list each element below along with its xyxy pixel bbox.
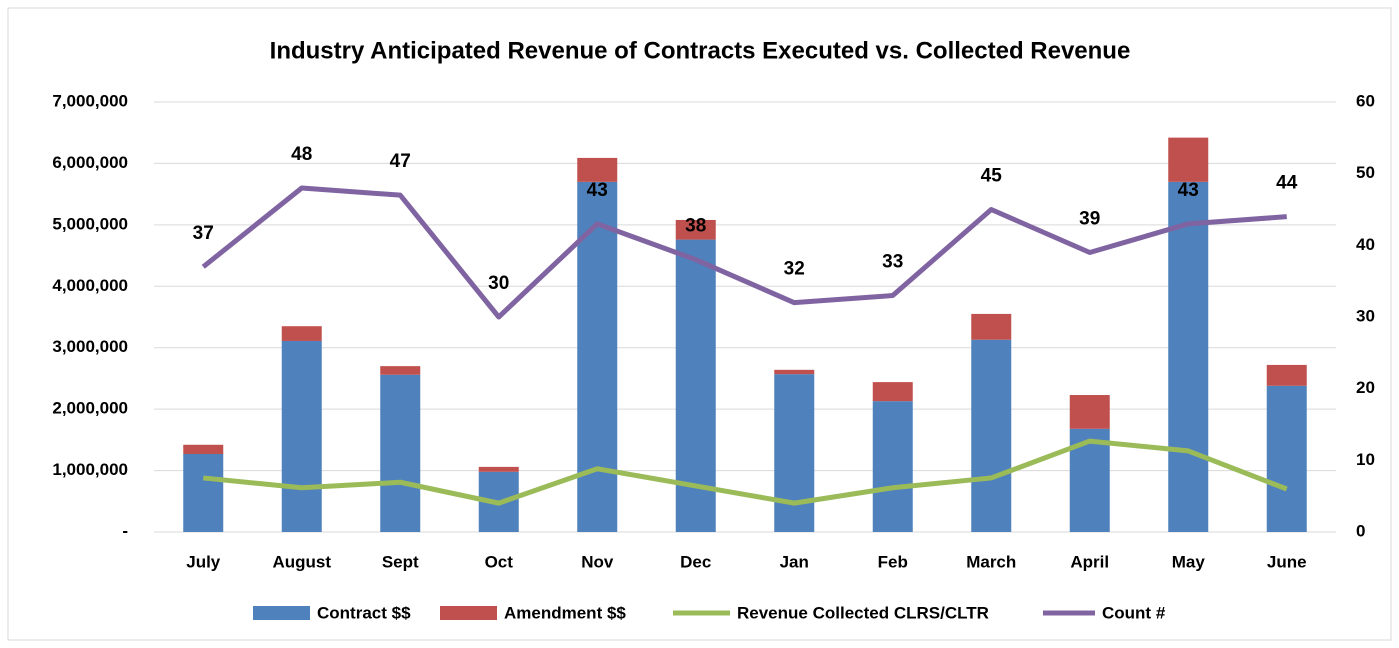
x-tick-label: Sept	[382, 552, 419, 571]
data-label: 37	[193, 223, 214, 244]
data-label: 32	[784, 259, 805, 280]
bar	[675, 219, 716, 240]
bar	[774, 374, 815, 532]
data-label: 45	[981, 166, 1003, 187]
legend-label: Count #	[1102, 603, 1166, 622]
bar	[577, 157, 618, 182]
legend-swatch	[440, 606, 497, 620]
x-tick-label: Dec	[680, 552, 711, 571]
x-tick-label: Jan	[780, 552, 809, 571]
x-tick-label: Feb	[878, 552, 908, 571]
legend-label: Contract $$	[317, 603, 411, 622]
bar	[183, 444, 224, 454]
y-tick-label: -	[122, 521, 128, 540]
data-label: 38	[685, 216, 706, 237]
bar	[281, 340, 322, 532]
x-tick-label: August	[272, 552, 331, 571]
bar	[183, 453, 224, 532]
bar	[1168, 137, 1209, 182]
line	[203, 438, 1288, 506]
y2-tick-label: 40	[1356, 235, 1375, 254]
bar	[872, 382, 913, 402]
data-label: 33	[882, 252, 903, 273]
legend-label: Amendment $$	[504, 603, 626, 622]
y2-tick-label: 10	[1356, 450, 1375, 469]
y2-tick-label: 60	[1356, 91, 1375, 110]
bar	[1168, 181, 1209, 532]
data-label: 48	[291, 144, 312, 165]
bar	[1069, 395, 1110, 429]
bar	[281, 326, 322, 341]
data-label: 47	[390, 151, 411, 172]
legend-label: Revenue Collected CLRS/CLTR	[737, 603, 989, 622]
y-tick-label: 6,000,000	[52, 153, 128, 172]
x-tick-label: March	[966, 552, 1016, 571]
data-label: 43	[587, 180, 608, 201]
x-tick-label: May	[1172, 552, 1206, 571]
y2-tick-label: 50	[1356, 163, 1375, 182]
legend-swatch	[253, 606, 310, 620]
bar	[478, 466, 519, 472]
x-tick-label: July	[186, 552, 221, 571]
y-tick-label: 4,000,000	[52, 276, 128, 295]
data-label: 39	[1079, 209, 1100, 230]
bar	[1266, 364, 1307, 386]
x-tick-label: Oct	[485, 552, 514, 571]
y2-tick-label: 30	[1356, 306, 1375, 325]
bar	[971, 339, 1012, 532]
data-label: 43	[1178, 180, 1199, 201]
bar	[380, 374, 421, 532]
data-label: 44	[1276, 173, 1298, 194]
bar	[380, 366, 421, 375]
bar	[774, 369, 815, 375]
line	[201, 185, 1287, 320]
y2-tick-label: 0	[1356, 521, 1365, 540]
data-label: 30	[488, 273, 509, 294]
y-tick-label: 2,000,000	[52, 399, 128, 418]
x-tick-label: April	[1070, 552, 1109, 571]
bar	[872, 401, 913, 532]
bar	[971, 313, 1012, 340]
x-tick-label: Nov	[581, 552, 614, 571]
x-tick-label: June	[1267, 552, 1307, 571]
chart-title: Industry Anticipated Revenue of Contract…	[270, 37, 1131, 64]
y2-tick-label: 20	[1356, 378, 1375, 397]
y-tick-label: 7,000,000	[52, 91, 128, 110]
y-tick-label: 1,000,000	[52, 460, 128, 479]
bar	[1266, 385, 1307, 532]
y-tick-label: 3,000,000	[52, 337, 128, 356]
y-tick-label: 5,000,000	[52, 214, 128, 233]
